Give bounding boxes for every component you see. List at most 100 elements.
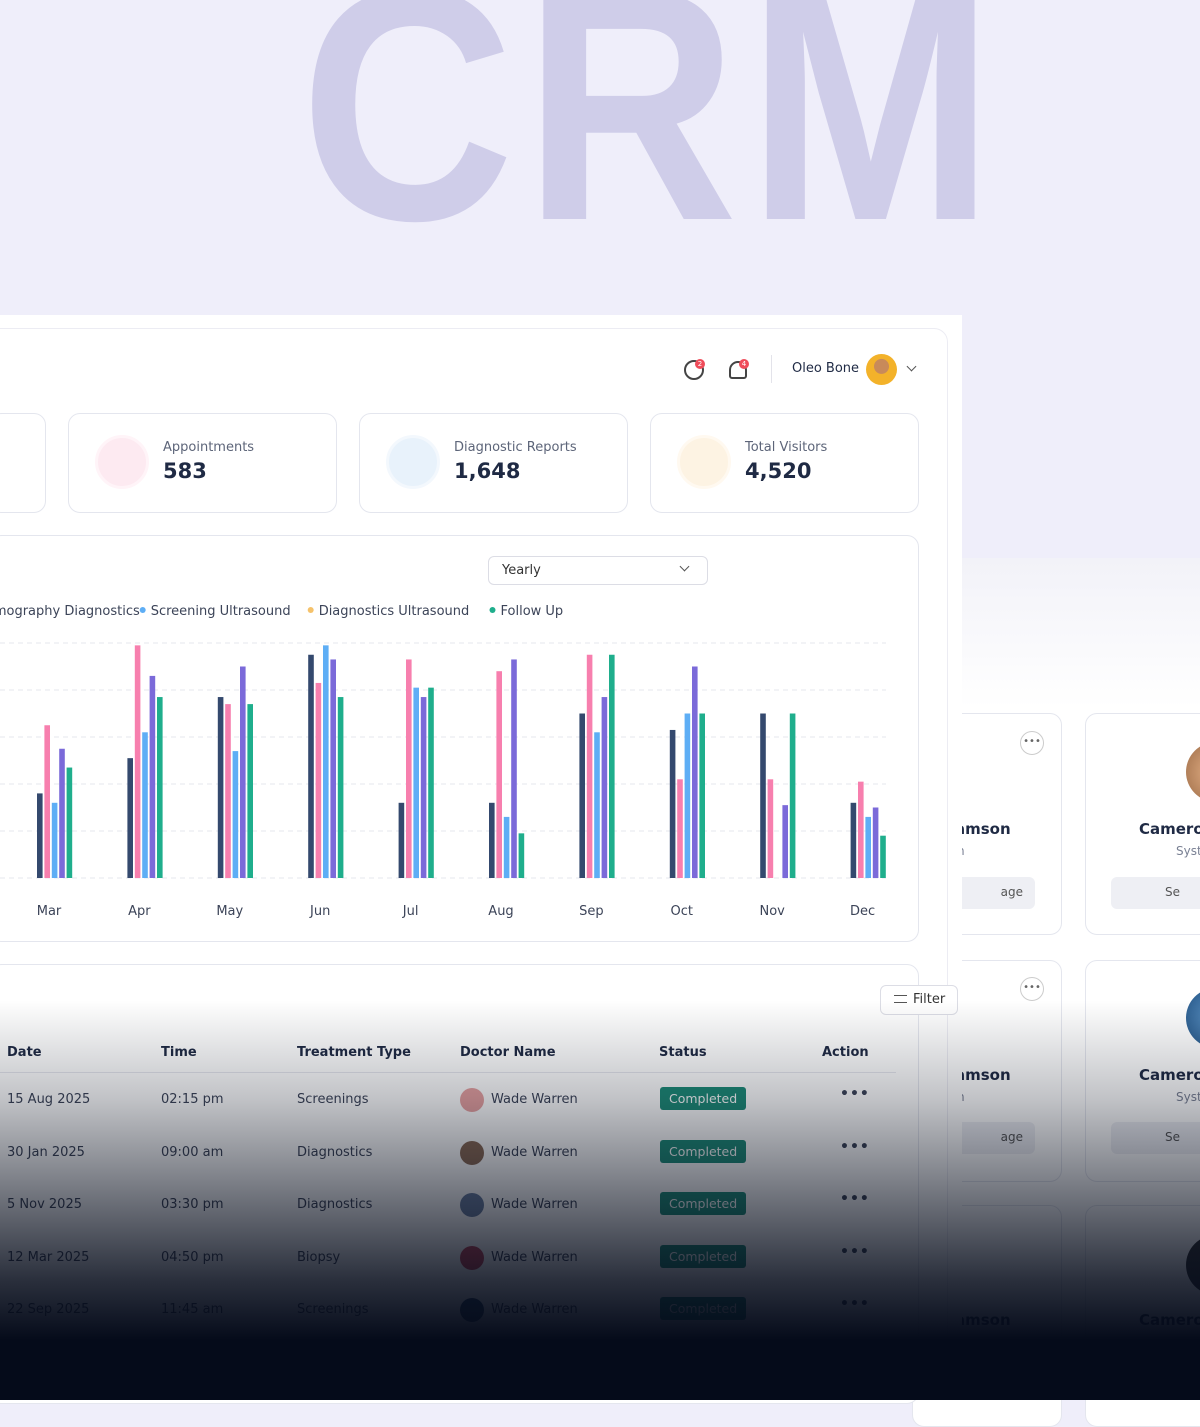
bar	[601, 697, 608, 878]
cell: Biopsy	[297, 1249, 341, 1265]
column-header: Treatment Type	[297, 1045, 411, 1060]
bar	[247, 704, 253, 878]
column-header: Time	[161, 1045, 197, 1060]
bar	[518, 833, 525, 878]
bar	[225, 704, 231, 878]
card-button[interactable]: Se	[1111, 1122, 1200, 1154]
user-name[interactable]: Oleo Bone	[792, 361, 860, 376]
legend-label: Diagnostics Ultrasound	[319, 604, 470, 619]
bar	[677, 779, 683, 878]
bar	[511, 659, 517, 878]
filter-button[interactable]: Filter	[880, 985, 958, 1015]
notification-badge: 4	[739, 359, 749, 369]
bar	[149, 675, 156, 878]
legend-label: Mammography Diagnostics	[0, 604, 140, 619]
card-button[interactable]: Se	[1111, 877, 1200, 909]
bar	[37, 793, 43, 878]
avatar	[1186, 742, 1200, 802]
chart: Mammography Diagnostics Screening Ultraso…	[0, 604, 886, 919]
column-header: Doctor Name	[460, 1045, 556, 1060]
cell: 22 Sep 2025	[7, 1302, 90, 1317]
row-bg	[0, 1074, 896, 1120]
bar	[594, 732, 600, 878]
header-rule	[0, 1072, 896, 1073]
row-menu[interactable]: •••	[840, 1296, 870, 1312]
cell: 15 Aug 2025	[7, 1092, 91, 1107]
row-menu[interactable]: •••	[840, 1086, 870, 1102]
bar	[699, 713, 705, 878]
period-select[interactable]: Yearly	[488, 556, 708, 585]
bar	[66, 767, 73, 878]
doctor-name: Wade Warren	[491, 1092, 578, 1107]
x-tick-label: Jul	[402, 904, 419, 919]
table: Date Time Treatment Type Doctor Name Status A…	[0, 1035, 900, 1365]
bar	[609, 654, 615, 878]
row-bg	[0, 1232, 896, 1278]
card-menu[interactable]: •••	[1020, 731, 1044, 755]
bar	[684, 713, 691, 878]
message-icon[interactable]	[684, 360, 704, 380]
legend-label: Screening Ultrasound	[151, 604, 291, 619]
user-avatar[interactable]	[866, 354, 897, 385]
bar	[760, 713, 766, 878]
bar	[157, 697, 163, 878]
bar	[315, 682, 322, 878]
stat-icon	[677, 435, 731, 489]
bar	[850, 802, 857, 878]
row-menu[interactable]: •••	[840, 1138, 870, 1155]
notification-icon[interactable]	[729, 361, 747, 379]
doctor-name: Wade Warren	[491, 1249, 578, 1265]
bar	[880, 835, 886, 878]
row-menu[interactable]: •••	[840, 1191, 870, 1207]
status-badge: Completed	[660, 1087, 746, 1110]
card-menu[interactable]: •••	[1020, 977, 1044, 1001]
doctor-avatar	[460, 1140, 484, 1165]
column-header: Date	[7, 1045, 42, 1060]
bar	[240, 666, 246, 878]
bar	[308, 654, 314, 878]
bar	[337, 697, 344, 878]
bar	[496, 671, 502, 878]
stat-label: Diagnostic Reports	[454, 440, 577, 455]
bar	[428, 687, 434, 878]
x-tick-label: Jun	[309, 904, 330, 919]
status-badge: Completed	[660, 1139, 746, 1163]
stat-value: 4,520	[745, 459, 812, 483]
cell: Screenings	[297, 1092, 369, 1107]
x-tick-label: Nov	[760, 904, 786, 919]
card-name: Camero	[1139, 1311, 1200, 1329]
stat-card	[0, 413, 46, 513]
cell: Screenings	[297, 1302, 369, 1317]
hero-title: CRM	[300, 0, 1004, 289]
period-value: Yearly	[502, 563, 541, 578]
doctor-avatar	[460, 1193, 484, 1217]
cell: Diagnostics	[297, 1144, 373, 1160]
row-bg	[0, 1284, 896, 1330]
bar	[669, 729, 676, 878]
bar	[51, 802, 58, 878]
status-badge: Completed	[660, 1244, 746, 1268]
bar	[503, 816, 510, 878]
bar	[217, 697, 224, 878]
card-name: Camero	[1139, 820, 1200, 838]
status-badge: Completed	[660, 1297, 746, 1320]
stat-icon	[386, 435, 440, 489]
doctor-name: Wade Warren	[491, 1197, 578, 1212]
bar	[134, 645, 141, 878]
bar	[782, 805, 788, 878]
bar	[586, 654, 593, 878]
row-bg	[0, 1127, 896, 1173]
card-name: amson	[955, 820, 1011, 838]
row-bg	[0, 1179, 896, 1225]
stat-value: 1,648	[454, 459, 521, 483]
cell: 5 Nov 2025	[7, 1197, 82, 1212]
bar	[420, 697, 427, 878]
bar	[323, 645, 329, 878]
bar	[865, 816, 871, 878]
doctor-name: Wade Warren	[491, 1144, 578, 1160]
row-menu[interactable]: •••	[840, 1243, 870, 1260]
status-badge: Completed	[660, 1192, 746, 1215]
bar	[579, 713, 585, 878]
stat-label: Total Visitors	[745, 440, 828, 455]
card-name: amson	[955, 1311, 1011, 1329]
